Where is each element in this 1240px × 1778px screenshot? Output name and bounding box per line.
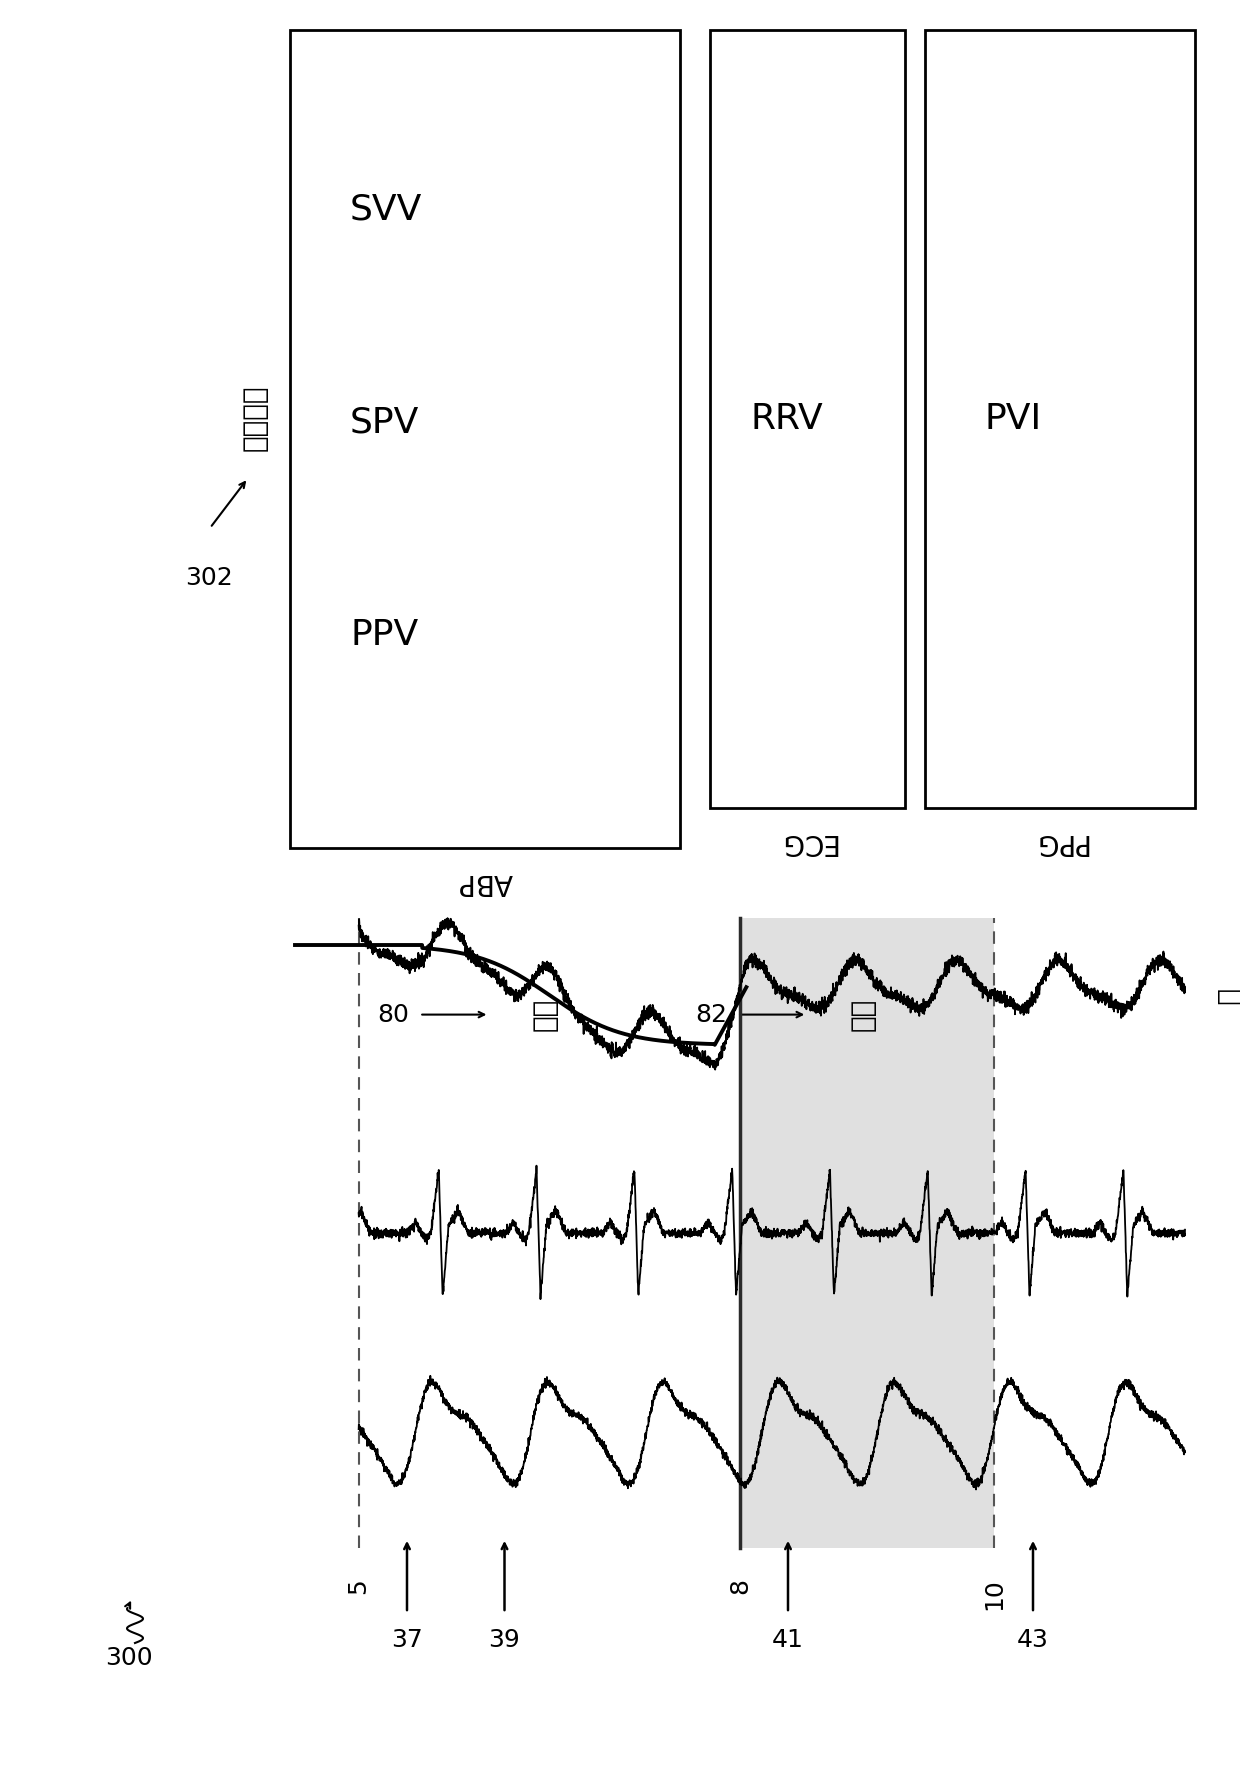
Text: PPG: PPG [1033,829,1087,855]
Bar [925,30,1195,807]
Bar [290,30,680,848]
Text: SPV: SPV [350,405,419,439]
Text: 82: 82 [696,1003,727,1026]
Text: 8: 8 [728,1579,751,1595]
Bar [711,30,905,807]
Text: PPV: PPV [350,619,418,653]
Text: 41: 41 [773,1629,804,1652]
Text: RRV: RRV [750,402,823,436]
Text: 呼气: 呼气 [531,997,558,1031]
Text: 302: 302 [185,565,233,590]
Text: 10: 10 [982,1579,1007,1609]
Text: 37: 37 [391,1629,423,1652]
Text: 300: 300 [105,1646,153,1670]
Text: ECG: ECG [779,829,837,855]
Text: 吸气: 吸气 [848,997,877,1031]
Text: 80: 80 [377,1003,409,1026]
Text: SVV: SVV [350,194,423,228]
Text: 秒: 秒 [1215,989,1240,1006]
Text: 动态指征: 动态指征 [241,384,269,452]
Text: PVI: PVI [985,402,1042,436]
Text: 5: 5 [346,1579,371,1593]
Text: 39: 39 [489,1629,521,1652]
Bar [740,917,994,1549]
Text: 43: 43 [1017,1629,1049,1652]
Text: ABP: ABP [458,868,512,896]
